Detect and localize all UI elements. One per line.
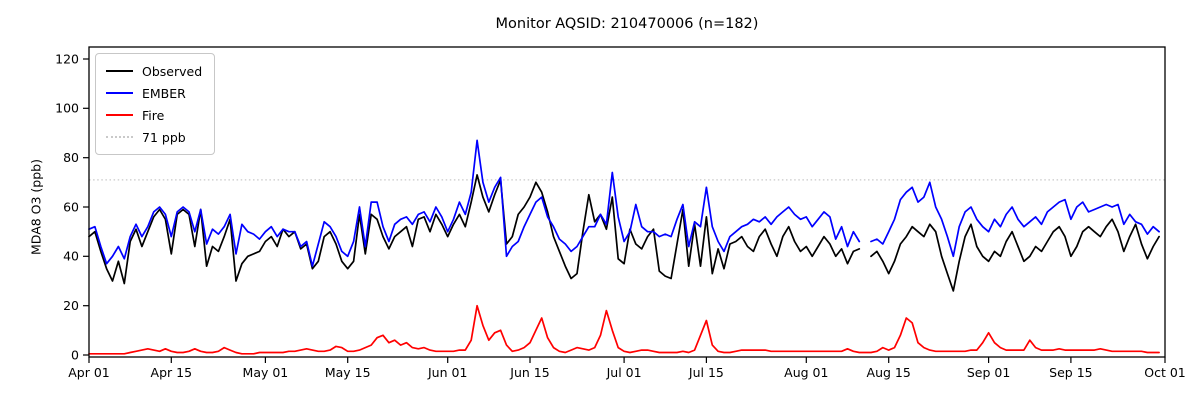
- x-tick-label: Aug 15: [867, 365, 911, 380]
- series-line-observed: [88, 174, 1160, 292]
- chart-title: Monitor AQSID: 210470006 (n=182): [495, 16, 759, 32]
- x-tick-label: Jul 01: [606, 365, 642, 380]
- x-tick-label: Jun 15: [509, 365, 549, 380]
- x-tick-label: May 01: [243, 365, 289, 380]
- y-tick-label: 40: [63, 249, 79, 264]
- legend-item-observed: Observed: [106, 60, 202, 82]
- x-tick-label: Aug 01: [784, 365, 828, 380]
- fire-line-icon: [106, 114, 133, 116]
- y-tick-label: 120: [55, 51, 79, 66]
- y-tick-label: 100: [55, 101, 79, 116]
- y-tick-label: 60: [63, 199, 79, 214]
- x-tick-label: May 15: [325, 365, 371, 380]
- ember-line-icon: [106, 92, 133, 94]
- x-tick-label: Oct 01: [1144, 365, 1186, 380]
- legend: Observed EMBER Fire 71 ppb: [95, 53, 216, 155]
- series-line-fire: [88, 304, 1160, 355]
- y-tick-label: 20: [63, 298, 79, 313]
- y-tick-label: 0: [71, 347, 79, 362]
- legend-item-fire: Fire: [106, 104, 202, 126]
- legend-label-ember: EMBER: [142, 85, 186, 101]
- legend-label-threshold: 71 ppb: [142, 129, 186, 145]
- observed-line-icon: [106, 70, 133, 72]
- legend-label-observed: Observed: [142, 63, 203, 79]
- x-tick-label: Sep 01: [967, 365, 1010, 380]
- plot-frame: [88, 46, 1166, 358]
- x-tick-label: Sep 15: [1049, 365, 1092, 380]
- legend-item-ember: EMBER: [106, 82, 202, 104]
- threshold-line-icon: [106, 136, 133, 138]
- x-tick-label: Jul 15: [688, 365, 724, 380]
- x-tick-label: Apr 15: [151, 365, 193, 380]
- x-tick-label: Apr 01: [68, 365, 110, 380]
- series-line-ember: [88, 139, 1160, 268]
- y-tick-label: 80: [63, 150, 79, 165]
- x-tick-label: Jun 01: [427, 365, 467, 380]
- legend-item-threshold: 71 ppb: [106, 126, 202, 148]
- legend-label-fire: Fire: [142, 107, 165, 123]
